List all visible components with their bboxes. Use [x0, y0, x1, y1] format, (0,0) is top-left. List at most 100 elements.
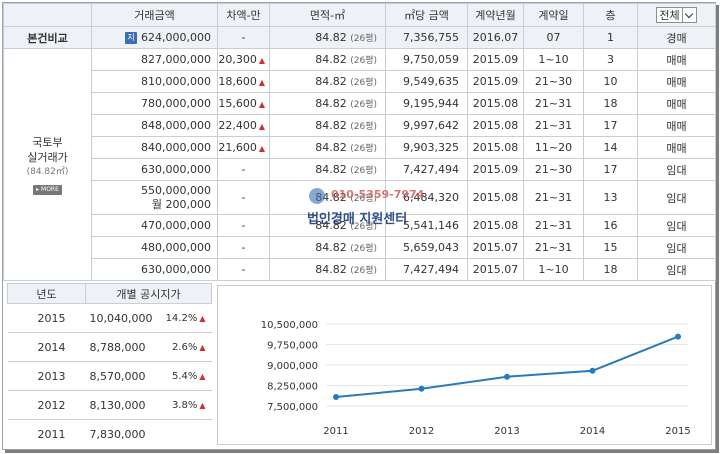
row-ym: 2015.07	[467, 236, 524, 259]
header-per-sqm: ㎡당 금액	[385, 3, 468, 27]
row-day: 1~10	[523, 48, 584, 71]
land-price-change: 3.8% ▲	[155, 390, 212, 420]
y-tick-label: 10,500,000	[261, 320, 318, 331]
chevron-down-icon[interactable]	[681, 8, 696, 22]
row-ym: 2015.08	[467, 136, 524, 159]
row-diff: -	[217, 214, 270, 237]
land-price-row: 2011 7,830,000	[8, 420, 212, 449]
row-area-value: 84.82	[315, 241, 347, 254]
row-per-sqm: 9,903,325	[385, 136, 468, 159]
row-type: 매매	[637, 48, 716, 71]
row-area: 84.82 (26평)	[269, 92, 386, 115]
row-per-sqm: 9,750,059	[385, 48, 468, 71]
row-day: 21~31	[523, 114, 584, 137]
row-diff-value: 22,400	[218, 119, 257, 132]
row-floor: 15	[583, 236, 638, 259]
row-amount: 810,000,000	[91, 70, 218, 93]
more-button[interactable]: ▸ MORE	[33, 184, 62, 195]
row-per-sqm: 5,541,146	[385, 214, 468, 237]
land-price-value: 7,830,000	[89, 427, 146, 441]
subject-area-cell: 84.82 (26평)	[269, 26, 386, 49]
row-type: 매매	[637, 70, 716, 93]
row-amount: 827,000,000	[91, 48, 218, 71]
row-pyeong: (26평)	[350, 144, 377, 154]
row-diff: 20,300 ▲	[217, 48, 270, 71]
row-diff: -	[217, 236, 270, 259]
table-row: 480,000,000 - 84.82 (26평) 5,659,043 2015…	[4, 236, 716, 259]
row-amount: 630,000,000	[91, 158, 218, 181]
row-day: 21~30	[523, 70, 584, 93]
row-diff: -	[217, 258, 270, 281]
y-tick-label: 9,750,000	[267, 341, 318, 352]
land-price-value: 10,040,000	[85, 303, 156, 333]
land-price-value: 8,130,000	[85, 390, 156, 420]
row-day: 11~20	[523, 136, 584, 159]
subject-contract-ym: 2016.07	[467, 26, 524, 49]
up-arrow-icon: ▲	[258, 78, 265, 87]
row-amount: 848,000,000	[91, 114, 218, 137]
land-price-row: 2014 8,788,000 2.6% ▲	[7, 332, 212, 362]
row-ym: 2015.09	[467, 158, 524, 181]
table-row: 840,000,000 21,600 ▲ 84.82 (26평) 9,903,32…	[4, 136, 716, 159]
up-arrow-icon: ▲	[199, 313, 206, 323]
table-row: 848,000,000 22,400 ▲ 84.82 (26평) 9,997,64…	[4, 114, 716, 137]
row-area-value: 84.82	[315, 219, 347, 232]
header-contract-ym: 계약년월	[467, 3, 524, 27]
subject-type: 경매	[637, 26, 716, 49]
chart-svg: 10,500,000 9,750,000 9,000,000 8,250,000 7,5…	[261, 320, 691, 437]
land-price-chart: 10,500,000 9,750,000 9,000,000 8,250,000 7,5…	[217, 285, 712, 445]
row-pyeong: (26평)	[350, 122, 377, 132]
y-tick-label: 8,250,000	[267, 382, 318, 393]
row-day: 21~31	[523, 92, 584, 115]
row-floor: 18	[583, 92, 638, 115]
gov-label-cell: 국토부 실거래가 (84.82㎡) ▸ MORE	[3, 48, 92, 281]
row-diff-value: 21,600	[218, 141, 257, 154]
row-per-sqm: 9,549,635	[385, 70, 468, 93]
land-price-value: 8,788,000	[85, 332, 156, 362]
land-price-row: 2013 8,570,000 5.4% ▲	[7, 361, 212, 391]
up-arrow-icon: ▲	[258, 56, 265, 65]
subject-diff: -	[217, 26, 270, 49]
table-row: 630,000,000 - 84.82 (26평) 7,427,494 2015…	[4, 158, 716, 181]
row-pyeong: (26평)	[350, 100, 377, 110]
y-tick-label: 7,500,000	[267, 402, 318, 413]
up-arrow-icon: ▲	[258, 144, 265, 153]
data-point	[675, 333, 681, 340]
land-price-year: 2014	[7, 332, 86, 362]
row-area: 84.82 (26평)	[269, 180, 386, 215]
up-arrow-icon: ▲	[199, 342, 206, 352]
row-area: 84.82 (26평)	[269, 236, 386, 259]
land-price-year: 2013	[7, 361, 86, 391]
land-price-change: 14.2% ▲	[155, 303, 212, 333]
x-tick-label: 2011	[323, 426, 348, 437]
row-per-sqm: 7,427,494	[385, 158, 468, 181]
data-point	[589, 367, 596, 374]
row-ym: 2015.08	[467, 214, 524, 237]
land-price-pct: 5.4%	[171, 370, 198, 382]
row-floor: 18	[583, 258, 638, 281]
land-price-header: 년도 개별 공시지가	[7, 283, 212, 304]
y-tick-label: 9,000,000	[267, 361, 318, 372]
subject-row: 본건비교 지 624,000,000 - 84.82 (26평) 7,356,75…	[3, 26, 716, 49]
table-row: 780,000,000 15,600 ▲ 84.82 (26평) 9,195,94…	[4, 92, 716, 115]
row-ym: 2015.08	[467, 114, 524, 137]
row-area-value: 84.82	[315, 191, 347, 204]
subject-amount: 624,000,000	[141, 31, 211, 44]
land-price-pct: 3.8%	[171, 399, 198, 411]
land-price-table: 년도 개별 공시지가 2015 10,040,000 14.2% ▲ 2014 8…	[7, 283, 212, 449]
header-contract-day: 계약일	[523, 3, 584, 27]
row-ym: 2015.09	[467, 70, 524, 93]
row-type: 매매	[637, 114, 716, 137]
table-row: 630,000,000 - 84.82 (26평) 7,427,494 2015…	[4, 258, 716, 281]
row-floor: 16	[583, 214, 638, 237]
row-day: 21~30	[523, 158, 584, 181]
row-type: 임대	[637, 214, 716, 237]
row-pyeong: (26평)	[350, 266, 377, 276]
row-type: 매매	[637, 92, 716, 115]
row-pyeong: (26평)	[350, 78, 377, 88]
more-label: MORE	[41, 185, 59, 193]
row-amount: 840,000,000	[91, 136, 218, 159]
row-per-sqm: 5,659,043	[385, 236, 468, 259]
type-filter-select[interactable]: 전체	[656, 7, 697, 23]
land-price-change	[156, 420, 212, 449]
